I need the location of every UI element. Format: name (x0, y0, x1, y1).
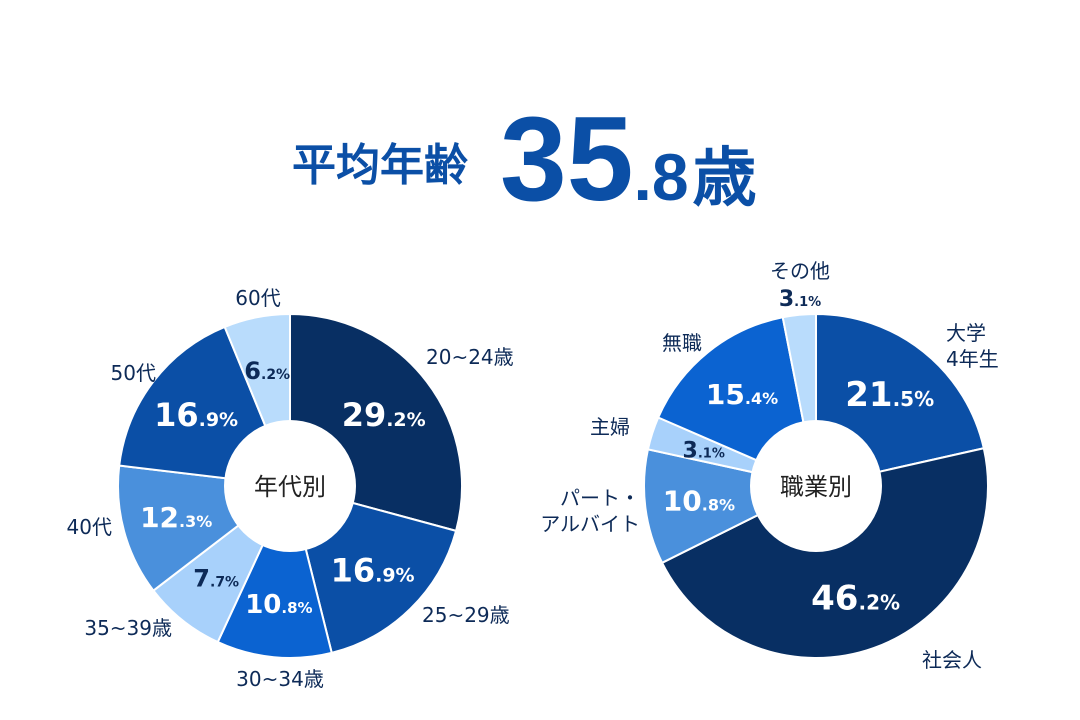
age-category-label-2: 25~29歳 (422, 603, 510, 627)
occupation-donut-center-label: 職業別 (780, 473, 852, 501)
age-category-label-5: 40代 (67, 515, 112, 539)
occupation-category-label-1: 大学 4年生 (946, 321, 999, 371)
age-category-label-6: 50代 (111, 361, 156, 385)
occupation-value-dec-5: .4% (745, 389, 778, 408)
occupation-donut-hole (750, 420, 882, 552)
occupation-category-label-3: パート・アルバイト (540, 486, 640, 536)
occupation-category-label-2: 社会人 (922, 648, 982, 672)
occupation-donut-chart: 職業別 21.5%46.2%10.8%3.1%15.4% 大学 4年生社会人パート… (540, 259, 999, 672)
occupation-value-int-6: 3 (779, 287, 794, 312)
age-value-dec-1: .2% (386, 409, 425, 431)
age-value-int-5: 12 (140, 501, 179, 534)
headline-value-int: 35 (500, 92, 633, 226)
age-donut-hole (224, 420, 356, 552)
age-value-int-7: 6 (244, 357, 261, 385)
age-value-label-3: 10.8% (245, 590, 312, 620)
age-value-label-4: 7.7% (193, 565, 239, 593)
age-value-int-4: 7 (193, 565, 210, 593)
occupation-value-label-5: 15.4% (706, 378, 778, 411)
occupation-value-int-5: 15 (706, 378, 745, 411)
occupation-value-dec-2: .2% (858, 590, 900, 614)
headline-value: 35.8歳 (500, 92, 757, 226)
age-value-int-1: 29 (342, 396, 387, 434)
age-value-dec-4: .7% (210, 575, 239, 591)
age-category-label-1: 20~24歳 (426, 345, 514, 369)
headline-unit: 歳 (693, 142, 757, 216)
age-value-dec-7: .2% (261, 367, 290, 383)
age-value-label-1: 29.2% (342, 396, 426, 434)
occupation-category-label-5: 無職 (662, 331, 702, 355)
occupation-value-int-2: 46 (811, 578, 858, 618)
age-category-label-7: 60代 (235, 286, 280, 310)
occupation-value-dec-1: .5% (893, 387, 935, 411)
headline-label: 平均年齢 (292, 140, 468, 191)
age-donut-center-label: 年代別 (254, 473, 326, 501)
occupation-category-label-4: 主婦 (590, 415, 630, 439)
headline-value-dec: .8 (633, 140, 688, 214)
occupation-value-label-4: 3.1% (683, 439, 725, 464)
occupation-value-label-2: 46.2% (811, 578, 900, 618)
headline: 平均年齢 35.8歳 (292, 92, 757, 226)
occupation-slice-2 (660, 447, 989, 659)
age-value-label-7: 6.2% (244, 357, 290, 385)
age-value-label-2: 16.9% (331, 552, 415, 590)
age-slice-3 (216, 483, 333, 659)
occupation-value-int-1: 21 (845, 375, 892, 415)
occupation-value-label-3: 10.8% (663, 485, 735, 518)
occupation-value-int-4: 3 (683, 439, 698, 464)
age-value-dec-5: .3% (179, 512, 212, 531)
age-value-int-2: 16 (331, 552, 376, 590)
age-value-dec-2: .9% (375, 565, 414, 587)
occupation-value-dec-4: .1% (698, 447, 725, 462)
age-value-label-5: 12.3% (140, 501, 212, 534)
occupation-value-int-3: 10 (663, 485, 702, 518)
age-value-dec-6: .9% (199, 409, 238, 431)
age-category-label-3: 30~34歳 (236, 667, 324, 691)
age-value-int-3: 10 (245, 590, 281, 620)
occupation-value-label-6: 3.1% (779, 287, 821, 312)
occupation-value-dec-6: .1% (794, 295, 821, 310)
occupation-category-label-6: その他 (770, 259, 830, 283)
age-value-int-6: 16 (154, 396, 199, 434)
occupation-value-label-1: 21.5% (845, 375, 934, 415)
age-value-label-6: 16.9% (154, 396, 238, 434)
occupation-value-dec-3: .8% (702, 496, 735, 515)
age-value-dec-3: .8% (281, 599, 312, 617)
age-donut-chart: 年代別 29.2%16.9%10.8%7.7%12.3%16.9%6.2% 20… (67, 286, 514, 691)
age-category-label-4: 35~39歳 (84, 616, 172, 640)
